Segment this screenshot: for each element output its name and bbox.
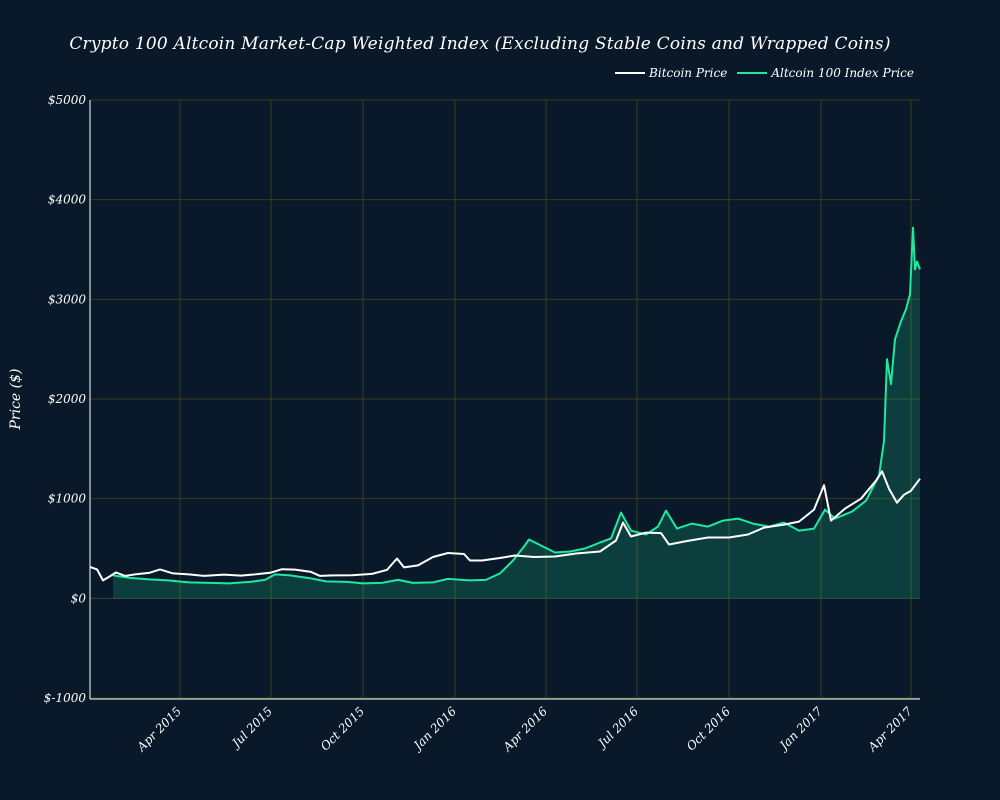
- x-tick-label: Jan 2017: [775, 704, 825, 754]
- chart-title: Crypto 100 Altcoin Market-Cap Weighted I…: [69, 34, 891, 54]
- legend-swatch-bitcoin: [615, 72, 646, 74]
- x-tick-label: Oct 2015: [318, 704, 367, 753]
- y-tick-label: $5000: [48, 93, 87, 107]
- series-area-altcoin: [113, 227, 920, 599]
- series-line-altcoin: [112, 226, 921, 585]
- y-tick-label: $1000: [48, 492, 87, 506]
- x-tick-label: Jul 2016: [593, 704, 641, 752]
- legend-item-altcoin[interactable]: Altcoin 100 Index Price: [737, 66, 914, 80]
- y-tick-label: $2000: [48, 392, 87, 406]
- x-tick-label: Apr 2016: [500, 704, 551, 755]
- legend-swatch-altcoin: [737, 72, 768, 74]
- legend-item-bitcoin[interactable]: Bitcoin Price: [615, 66, 727, 80]
- x-tick-label: Oct 2016: [684, 704, 734, 754]
- y-tick-label: $4000: [48, 193, 87, 207]
- y-axis-title: Price ($): [8, 369, 24, 431]
- series-line-bitcoin: [89, 470, 921, 582]
- legend-label-bitcoin: Bitcoin Price: [649, 66, 728, 80]
- y-tick-label: $0: [71, 591, 87, 605]
- y-tick-label: $3000: [48, 292, 87, 306]
- x-tick-label: Jul 2015: [227, 704, 275, 752]
- x-tick-label: Apr 2015: [134, 704, 185, 755]
- legend-label-altcoin: Altcoin 100 Index Price: [771, 66, 914, 80]
- legend: Bitcoin Price Altcoin 100 Index Price: [615, 66, 914, 80]
- y-tick-label: $-1000: [44, 691, 87, 705]
- x-tick-label: Apr 2017: [865, 704, 916, 755]
- x-tick-label: Jan 2016: [409, 704, 459, 754]
